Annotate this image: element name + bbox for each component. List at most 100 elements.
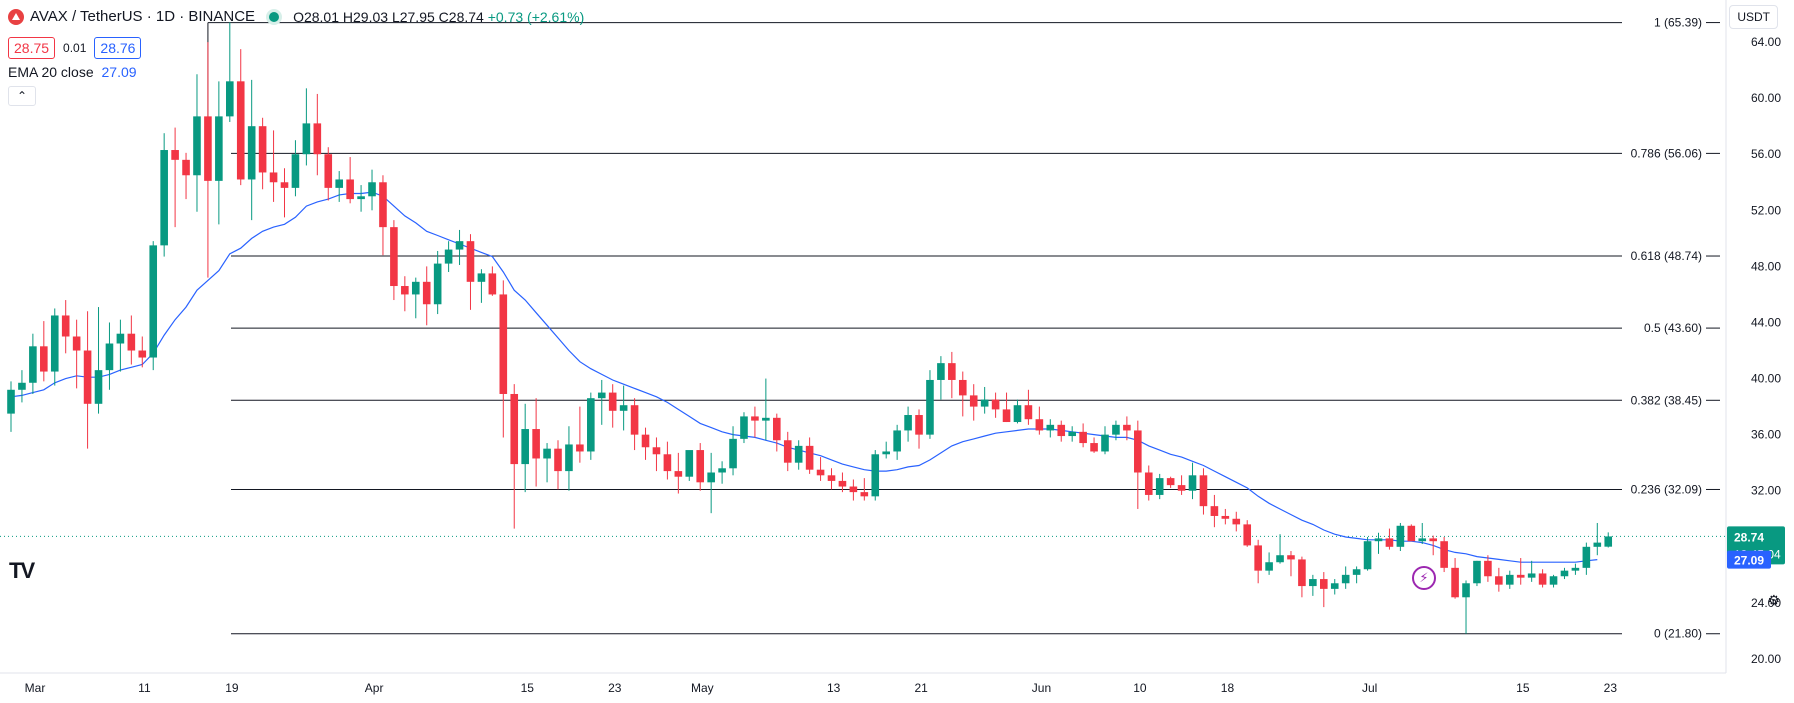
candle <box>1396 522 1405 552</box>
candle <box>1265 552 1273 575</box>
candle-body <box>1451 567 1459 598</box>
price-tick-label: 56.00 <box>1751 147 1781 161</box>
chart-header: AVAX / TetherUS · 1D · BINANCE O28.01 H2… <box>8 8 584 25</box>
sell-price-button[interactable]: 28.75 <box>8 37 56 59</box>
candle-body <box>1210 506 1219 516</box>
fib-level-label: 0.5 (43.60) <box>1644 321 1702 335</box>
candle-body <box>280 182 289 188</box>
candle-body <box>1429 538 1437 542</box>
candle-body <box>1505 574 1514 585</box>
candle <box>160 133 168 257</box>
candle-body <box>893 430 901 452</box>
candle <box>1429 535 1437 556</box>
candle-body <box>1604 536 1613 547</box>
candle <box>652 437 661 472</box>
candle <box>1418 522 1427 545</box>
candle <box>827 468 836 490</box>
candle <box>904 406 912 442</box>
candle <box>433 250 442 315</box>
candle-body <box>390 227 398 287</box>
candle-body <box>1298 559 1306 587</box>
candle <box>466 234 475 310</box>
candle <box>969 384 978 421</box>
candle <box>794 440 803 470</box>
candle-body <box>193 116 201 176</box>
candle-body <box>510 393 519 465</box>
avax-logo-icon <box>8 8 24 25</box>
candle <box>171 127 179 228</box>
price-axis[interactable]: 20.0024.0028.0032.0036.0040.0044.0048.00… <box>1751 35 1781 666</box>
candle-body <box>1254 545 1262 571</box>
candle-body <box>543 448 551 459</box>
candle <box>882 441 890 459</box>
collapse-legend-button[interactable]: ⌃ <box>8 86 36 106</box>
symbol-title[interactable]: AVAX / TetherUS · 1D · BINANCE <box>30 8 256 25</box>
candle-body <box>619 405 628 411</box>
time-tick-label: 21 <box>914 681 928 695</box>
candle-body <box>1560 570 1569 577</box>
candle <box>554 440 562 490</box>
candle-body <box>40 346 48 372</box>
candle <box>1604 532 1613 548</box>
candle-body <box>521 429 529 465</box>
time-tick-label: 15 <box>521 681 535 695</box>
candle-body <box>1101 434 1109 452</box>
candle <box>1341 566 1350 589</box>
indicator-value: 27.09 <box>101 64 137 80</box>
candle <box>1232 511 1241 532</box>
candle <box>608 384 617 428</box>
candle <box>751 406 759 438</box>
candle <box>543 443 551 483</box>
candle <box>1330 579 1339 595</box>
candle-body <box>29 346 37 383</box>
candle-body <box>652 447 661 455</box>
candle <box>455 229 464 265</box>
time-tick-label: 13 <box>827 681 841 695</box>
candle <box>838 472 847 493</box>
buy-price-button[interactable]: 28.76 <box>94 37 142 59</box>
candle <box>1484 555 1492 582</box>
candle-body <box>247 126 256 180</box>
candle <box>1320 572 1328 608</box>
fib-level-label: 0.382 (38.45) <box>1631 393 1702 407</box>
candle <box>280 168 289 218</box>
candle-body <box>1057 424 1066 437</box>
candle-body <box>1593 542 1602 547</box>
indicator-label: EMA 20 close <box>8 64 94 80</box>
candle-body <box>1068 431 1076 437</box>
tradingview-logo[interactable]: TV <box>9 558 35 583</box>
candle <box>401 276 409 312</box>
time-axis[interactable]: Mar 11 19 Apr 15 23 May 13 21 Jun 10 18 Jul 15 23 <box>25 681 1618 695</box>
fib-level-label: 0.786 (56.06) <box>1631 146 1702 160</box>
candle-body <box>7 389 15 414</box>
candle <box>1013 399 1022 424</box>
candle-body <box>827 475 836 481</box>
candle <box>597 379 606 425</box>
candle-body <box>346 179 354 200</box>
candle-body <box>849 486 858 493</box>
gear-icon[interactable]: ⚙ <box>1767 592 1780 608</box>
indicator-legend[interactable]: EMA 20 close 27.09 <box>8 64 137 80</box>
fib-level-label: 0.618 (48.74) <box>1631 249 1702 263</box>
candle <box>1035 406 1044 435</box>
candle <box>1144 465 1153 501</box>
candle <box>1582 542 1591 575</box>
candle-body <box>1188 475 1197 491</box>
candle-body <box>773 417 781 441</box>
candle-body <box>1309 579 1317 587</box>
candle <box>1079 423 1087 448</box>
spread-value: 0.01 <box>63 41 87 55</box>
candle-body <box>1374 538 1383 542</box>
ohlc-high: H29.03 <box>342 8 389 25</box>
alert-bolt-icon[interactable]: ⚡ <box>1412 566 1436 590</box>
currency-selector[interactable]: USDT <box>1729 5 1778 29</box>
candle-body <box>1385 538 1394 547</box>
candle <box>1101 426 1109 455</box>
candle <box>860 478 869 501</box>
candle <box>696 443 705 491</box>
candle-body <box>1144 472 1153 495</box>
candle-body <box>860 492 869 497</box>
candle <box>1538 569 1547 588</box>
candle-body <box>937 363 945 380</box>
